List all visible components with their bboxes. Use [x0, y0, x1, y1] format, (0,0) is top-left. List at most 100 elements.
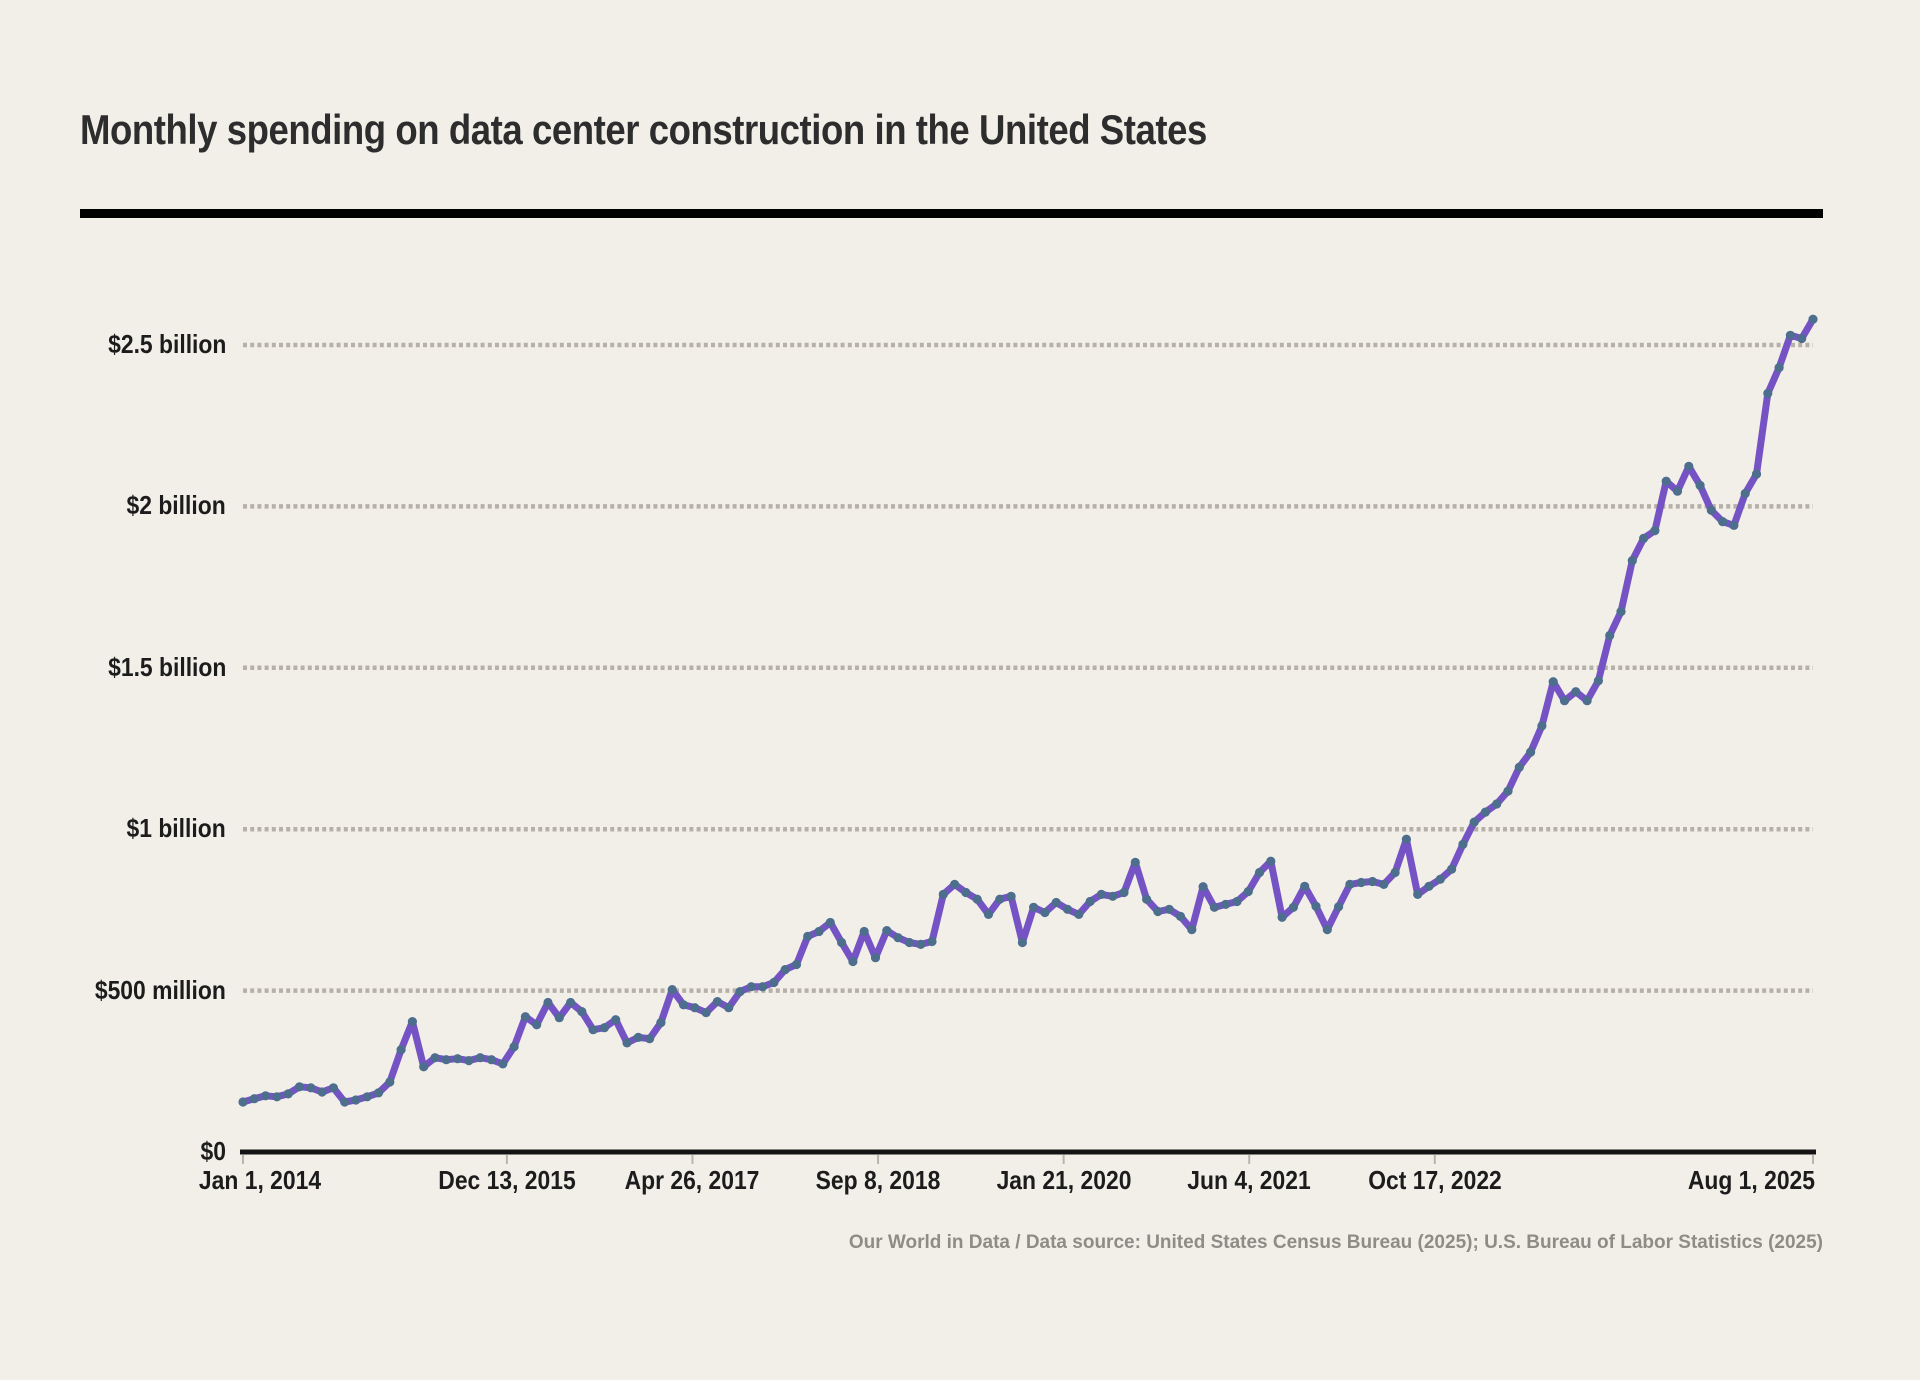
data-point-marker[interactable]: [249, 1094, 259, 1104]
data-point-marker[interactable]: [825, 917, 835, 928]
data-point-marker[interactable]: [1040, 907, 1050, 918]
data-point-marker[interactable]: [1424, 881, 1434, 891]
data-point-marker[interactable]: [362, 1092, 372, 1102]
data-point-marker[interactable]: [1503, 786, 1513, 796]
data-point-marker[interactable]: [859, 926, 869, 937]
data-point-marker[interactable]: [769, 977, 779, 988]
data-point-marker[interactable]: [870, 953, 881, 963]
data-point-marker[interactable]: [261, 1091, 271, 1101]
data-point-marker[interactable]: [690, 1003, 700, 1013]
data-point-marker[interactable]: [1435, 874, 1445, 884]
data-point-marker[interactable]: [306, 1083, 316, 1093]
data-point-marker[interactable]: [904, 937, 915, 948]
data-point-marker[interactable]: [735, 987, 745, 997]
data-point-marker[interactable]: [1627, 556, 1637, 566]
data-point-marker[interactable]: [1706, 505, 1716, 515]
data-point-marker[interactable]: [599, 1023, 610, 1033]
data-point-marker[interactable]: [1390, 867, 1400, 878]
data-point-marker[interactable]: [1537, 721, 1547, 731]
data-point-marker[interactable]: [848, 956, 858, 967]
data-point-marker[interactable]: [746, 982, 756, 992]
data-point-marker[interactable]: [1480, 807, 1490, 817]
data-point-marker[interactable]: [1198, 882, 1208, 892]
data-point-marker[interactable]: [1526, 747, 1536, 757]
data-point-marker[interactable]: [611, 1015, 621, 1025]
data-point-marker[interactable]: [814, 926, 824, 937]
data-point-marker[interactable]: [724, 1003, 734, 1013]
data-point-marker[interactable]: [1695, 480, 1705, 490]
data-point-marker[interactable]: [1006, 891, 1016, 901]
data-point-marker[interactable]: [1559, 696, 1570, 706]
data-point-marker[interactable]: [1367, 876, 1378, 887]
data-point-marker[interactable]: [1345, 879, 1355, 890]
data-point-marker[interactable]: [1740, 488, 1750, 499]
data-point-marker[interactable]: [1085, 896, 1095, 907]
data-point-marker[interactable]: [419, 1062, 429, 1072]
data-point-marker[interactable]: [554, 1013, 564, 1023]
data-point-marker[interactable]: [633, 1032, 643, 1042]
data-point-marker[interactable]: [498, 1059, 508, 1069]
data-point-marker[interactable]: [1288, 902, 1298, 912]
data-point-marker[interactable]: [961, 887, 971, 898]
data-point-marker[interactable]: [678, 1000, 689, 1010]
data-point-marker[interactable]: [373, 1088, 384, 1098]
data-point-marker[interactable]: [1718, 517, 1728, 527]
data-point-marker[interactable]: [283, 1089, 293, 1099]
data-point-marker[interactable]: [1051, 897, 1061, 908]
data-point-marker[interactable]: [1582, 696, 1592, 706]
data-point-marker[interactable]: [1548, 677, 1558, 687]
data-point-marker[interactable]: [983, 909, 994, 920]
data-point-marker[interactable]: [577, 1007, 587, 1017]
data-point-marker[interactable]: [1639, 533, 1649, 544]
data-point-marker[interactable]: [950, 879, 960, 890]
data-point-marker[interactable]: [351, 1095, 361, 1105]
data-point-marker[interactable]: [475, 1053, 485, 1063]
data-point-marker[interactable]: [1751, 469, 1762, 479]
data-point-marker[interactable]: [1311, 901, 1321, 911]
data-point-marker[interactable]: [588, 1025, 598, 1035]
data-point-marker[interactable]: [1074, 909, 1084, 920]
data-point-marker[interactable]: [486, 1055, 497, 1065]
data-point-marker[interactable]: [1763, 388, 1773, 398]
data-point-marker[interactable]: [1661, 476, 1671, 486]
data-point-marker[interactable]: [1209, 902, 1219, 912]
data-point-marker[interactable]: [1187, 925, 1197, 935]
data-point-marker[interactable]: [1514, 762, 1524, 772]
data-point-marker[interactable]: [645, 1034, 655, 1044]
data-point-marker[interactable]: [566, 997, 576, 1008]
data-point-marker[interactable]: [520, 1012, 531, 1022]
data-point-marker[interactable]: [780, 965, 790, 975]
spending-line[interactable]: [239, 315, 1817, 1106]
data-point-marker[interactable]: [1458, 839, 1468, 850]
data-point-marker[interactable]: [622, 1038, 632, 1048]
data-point-marker[interactable]: [1277, 912, 1287, 922]
data-point-marker[interactable]: [938, 889, 948, 900]
data-point-marker[interactable]: [927, 936, 937, 947]
data-point-marker[interactable]: [441, 1055, 451, 1065]
data-point-marker[interactable]: [238, 1097, 248, 1107]
data-point-marker[interactable]: [396, 1045, 406, 1055]
data-point-marker[interactable]: [893, 933, 903, 943]
data-point-marker[interactable]: [656, 1018, 666, 1028]
data-point-marker[interactable]: [1729, 520, 1739, 531]
data-point-marker[interactable]: [1774, 363, 1784, 373]
data-point-marker[interactable]: [1593, 676, 1603, 686]
data-point-marker[interactable]: [272, 1092, 282, 1102]
data-point-marker[interactable]: [1142, 894, 1152, 904]
data-point-marker[interactable]: [1785, 330, 1795, 340]
data-point-marker[interactable]: [712, 997, 723, 1007]
data-point-marker[interactable]: [1243, 886, 1253, 897]
data-point-marker[interactable]: [294, 1082, 305, 1092]
data-point-marker[interactable]: [995, 894, 1005, 904]
data-point-marker[interactable]: [1379, 879, 1389, 890]
data-point-marker[interactable]: [1119, 887, 1129, 898]
data-point-marker[interactable]: [1232, 896, 1242, 907]
data-point-marker[interactable]: [1300, 881, 1310, 891]
data-point-marker[interactable]: [1017, 937, 1027, 948]
data-point-marker[interactable]: [667, 985, 677, 995]
data-point-marker[interactable]: [1164, 904, 1174, 914]
data-point-marker[interactable]: [1254, 867, 1265, 878]
data-point-marker[interactable]: [1096, 889, 1106, 900]
data-point-marker[interactable]: [758, 982, 768, 992]
data-point-marker[interactable]: [453, 1054, 463, 1064]
